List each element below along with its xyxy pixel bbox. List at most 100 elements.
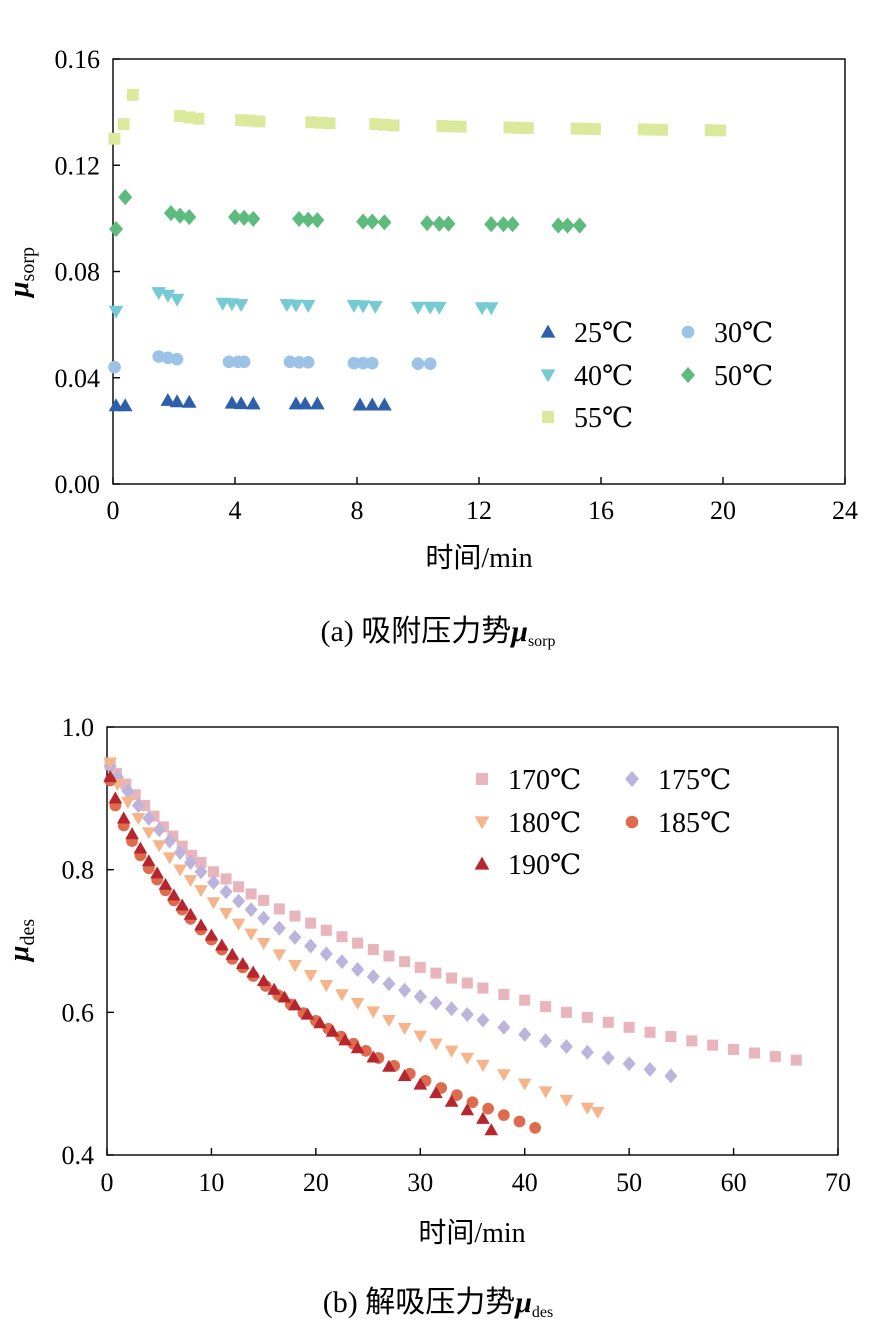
data-point xyxy=(231,918,246,931)
data-point xyxy=(305,116,318,129)
data-point xyxy=(292,356,306,369)
data-point xyxy=(413,1077,428,1090)
data-point xyxy=(350,997,365,1010)
y-tick-label: 0.12 xyxy=(55,151,101,180)
data-point xyxy=(288,998,302,1011)
x-axis-title-a: 时间/min xyxy=(425,542,532,574)
data-point xyxy=(664,1068,678,1084)
data-point xyxy=(498,988,510,1001)
data-point xyxy=(118,189,133,206)
data-point xyxy=(382,976,396,992)
data-point xyxy=(319,980,334,993)
data-point xyxy=(410,301,426,315)
legend-marker xyxy=(474,816,490,830)
data-point xyxy=(513,1115,526,1128)
data-point xyxy=(305,917,317,929)
legend-marker xyxy=(540,369,556,383)
data-point xyxy=(237,355,251,369)
legend-label: 185℃ xyxy=(658,808,731,839)
y-tick-label: 0.16 xyxy=(55,45,101,74)
series-170℃ xyxy=(104,759,802,1066)
data-point xyxy=(637,123,650,136)
legend-item: 40℃ xyxy=(540,361,633,392)
data-point xyxy=(194,918,208,931)
data-point xyxy=(580,1044,594,1060)
data-point xyxy=(411,357,425,370)
x-tick-label: 20 xyxy=(303,1168,329,1197)
data-point xyxy=(160,392,176,406)
data-point xyxy=(116,811,131,824)
plot-frame-a xyxy=(112,58,846,485)
data-point xyxy=(273,903,285,915)
legend-item: 175℃ xyxy=(625,765,731,796)
data-point xyxy=(397,1022,412,1035)
data-point xyxy=(444,1045,459,1058)
data-point xyxy=(313,1016,327,1029)
data-point xyxy=(446,972,458,984)
series-30℃ xyxy=(108,350,437,374)
data-point xyxy=(364,397,380,411)
data-point xyxy=(288,929,302,945)
legend-label: 55℃ xyxy=(574,403,633,434)
data-point xyxy=(120,778,132,790)
data-point xyxy=(560,217,575,234)
data-point xyxy=(483,302,499,316)
legend-item: 180℃ xyxy=(474,808,581,839)
data-point xyxy=(235,114,248,127)
y-axis-mu-a: μ xyxy=(4,281,35,299)
data-point xyxy=(560,1006,573,1018)
data-point xyxy=(497,1069,511,1082)
data-point xyxy=(704,124,717,137)
data-point xyxy=(399,956,411,968)
data-point xyxy=(244,928,258,941)
data-point xyxy=(169,394,185,408)
data-point xyxy=(445,120,458,133)
data-point xyxy=(432,301,447,315)
data-point xyxy=(220,873,232,885)
data-point xyxy=(173,207,188,224)
data-point xyxy=(477,982,489,994)
data-point xyxy=(194,885,208,898)
data-point xyxy=(397,1068,412,1082)
data-point xyxy=(707,1039,719,1051)
data-point xyxy=(173,845,187,861)
x-tick-label: 16 xyxy=(588,496,614,525)
data-point xyxy=(167,888,181,901)
legend-item: 170℃ xyxy=(476,765,581,796)
data-point xyxy=(382,1014,396,1028)
data-point xyxy=(466,1096,479,1109)
data-point xyxy=(365,213,380,230)
data-point xyxy=(245,396,261,410)
legend-item: 190℃ xyxy=(474,850,581,881)
data-point xyxy=(360,1045,372,1057)
data-point xyxy=(352,937,364,949)
data-point xyxy=(538,1086,553,1099)
data-point xyxy=(559,1094,574,1107)
data-point xyxy=(347,356,361,370)
data-point xyxy=(304,938,318,954)
data-point xyxy=(366,969,380,985)
data-point xyxy=(219,907,233,921)
data-point xyxy=(338,1033,352,1046)
data-point xyxy=(460,1103,475,1116)
data-point xyxy=(622,1056,636,1072)
data-point xyxy=(267,982,281,995)
data-point xyxy=(367,944,379,956)
data-point xyxy=(183,907,198,920)
data-point xyxy=(108,132,121,145)
legend-label: 30℃ xyxy=(714,318,773,349)
data-point xyxy=(519,994,531,1006)
data-point xyxy=(366,1050,381,1063)
data-point xyxy=(121,783,135,799)
data-point xyxy=(323,117,336,130)
x-tick-label: 50 xyxy=(616,1168,642,1197)
data-point xyxy=(192,112,205,125)
data-point xyxy=(207,866,220,878)
data-point xyxy=(183,875,198,888)
legend-item: 55℃ xyxy=(542,403,633,434)
data-point xyxy=(429,995,443,1011)
data-point xyxy=(460,1006,474,1022)
data-point xyxy=(108,360,121,374)
data-point xyxy=(623,1021,635,1033)
